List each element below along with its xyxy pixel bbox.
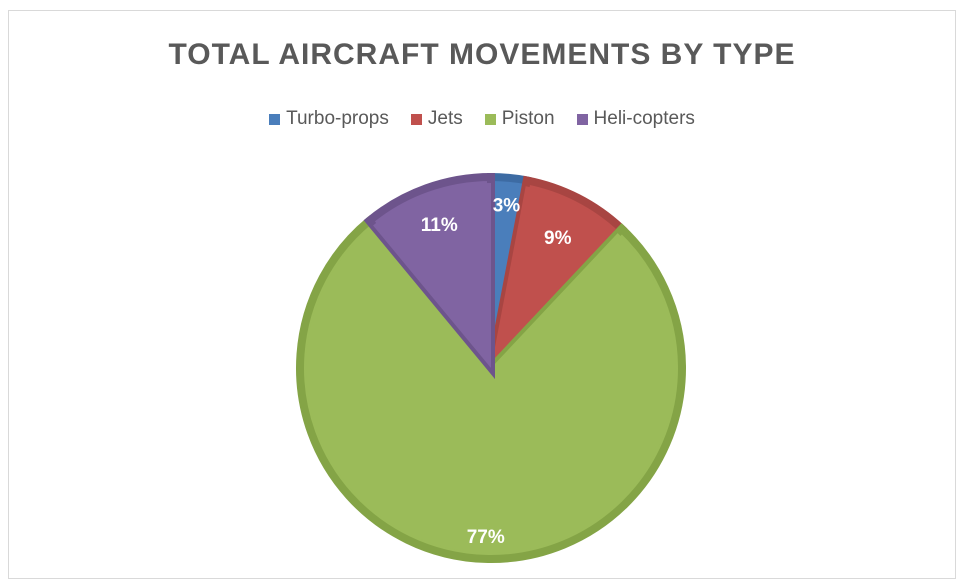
data-label-piston: 77%: [467, 527, 505, 548]
legend-label: Piston: [501, 108, 555, 129]
pie-slice-fill-piston: [306, 225, 676, 553]
legend-swatch: [410, 113, 422, 125]
chart-title: TOTAL AIRCRAFT MOVEMENTS BY TYPE: [168, 38, 796, 71]
legend-label: Heli-copters: [593, 108, 695, 129]
legend-item-heli-copters: Heli-copters: [576, 108, 695, 130]
legend-label: Turbo-props: [286, 108, 389, 129]
legend-swatch: [576, 113, 588, 125]
legend-label: Jets: [427, 108, 463, 129]
legend-swatch: [484, 113, 496, 125]
data-label-heli-copters: 11%: [421, 215, 458, 236]
pie-slice-fill-heli-copters: [373, 183, 491, 368]
chart-legend: Turbo-props Jets Piston Heli-copters: [0, 108, 964, 130]
legend-item-jets: Jets: [410, 108, 463, 130]
data-label-turbo-props: 3%: [493, 195, 521, 216]
legend-item-piston: Piston: [484, 108, 555, 130]
legend-item-turbo-props: Turbo-props: [269, 108, 389, 130]
legend-swatch: [269, 113, 281, 125]
data-label-jets: 9%: [544, 228, 572, 249]
pie-slice-fill-jets: [491, 186, 618, 368]
